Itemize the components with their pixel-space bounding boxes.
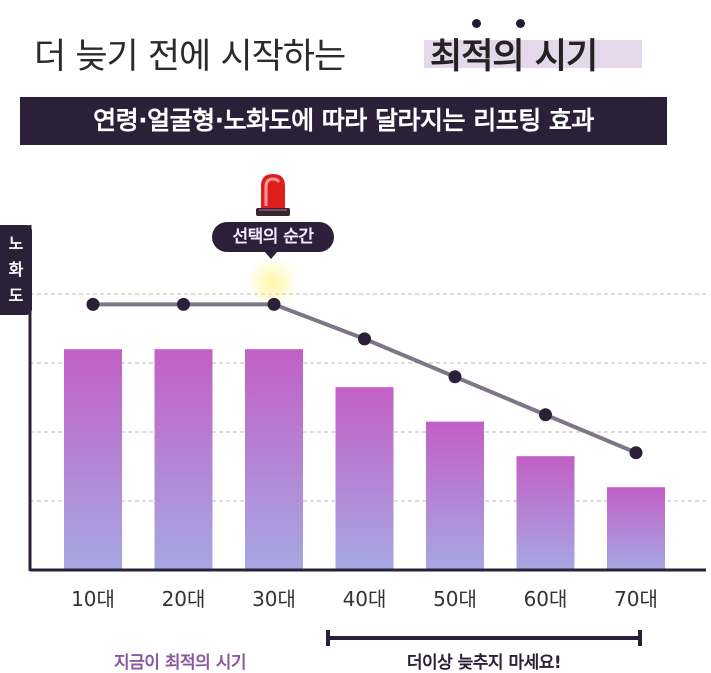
headline-normal: 더 늦기 전에 시작하는 xyxy=(34,37,346,77)
line-point-10대 xyxy=(86,297,100,311)
highlight-glow xyxy=(247,257,299,309)
range-label-optimal: 지금이 최적의 시기 xyxy=(114,653,246,673)
line-point-30대 xyxy=(267,297,281,311)
range-label-warning: 더이상 늦추지 마세요! xyxy=(406,653,562,673)
callout-badge: 선택의 순간 xyxy=(212,222,334,252)
callout-pointer xyxy=(264,251,278,259)
emphasis-dot xyxy=(472,19,481,28)
x-tick-label: 40대 xyxy=(343,587,387,611)
y-axis-label-char: 화 xyxy=(8,260,24,279)
line-point-70대 xyxy=(629,446,643,460)
bar-70대 xyxy=(607,487,665,570)
bar-10대 xyxy=(64,349,122,570)
x-tick-label: 50대 xyxy=(433,587,477,611)
subtitle-text: 연령·얼굴형·노화도에 따라 달라지는 리프팅 효과 xyxy=(93,106,594,135)
line-point-60대 xyxy=(539,408,552,422)
bar-50대 xyxy=(426,421,484,570)
bar-30대 xyxy=(245,349,303,570)
line-point-50대 xyxy=(448,370,462,384)
bar-40대 xyxy=(335,387,394,570)
emphasis-dot xyxy=(516,19,525,28)
headline-highlight-bar xyxy=(424,40,642,68)
subtitle-banner: 연령·얼굴형·노화도에 따라 달라지는 리프팅 효과 xyxy=(20,97,667,145)
bar-60대 xyxy=(516,456,575,570)
x-tick-label: 20대 xyxy=(162,587,206,611)
y-axis-label-char: 노 xyxy=(8,234,24,253)
bar-20대 xyxy=(154,349,213,570)
line-point-20대 xyxy=(177,297,190,311)
line-point-40대 xyxy=(358,332,371,346)
y-axis-label-char: 도 xyxy=(8,286,24,305)
range-bracket-optimal xyxy=(56,630,304,646)
callout-text: 선택의 순간 xyxy=(232,227,314,247)
bar-line-chart: 10대 20대 30대 40대 50대 60대 70대 xyxy=(28,225,706,646)
siren-icon xyxy=(256,174,290,216)
x-tick-label: 70대 xyxy=(614,587,658,611)
range-bracket-warning xyxy=(326,630,642,646)
headline: 더 늦기 전에 시작하는 최적의 시기 xyxy=(34,18,694,77)
headline-strong: 최적의 시기 xyxy=(430,37,598,77)
x-tick-label: 60대 xyxy=(524,587,568,611)
x-tick-label: 30대 xyxy=(252,587,296,611)
headline-emphasis: 최적의 시기 xyxy=(424,18,676,77)
x-tick-label: 10대 xyxy=(71,587,115,611)
